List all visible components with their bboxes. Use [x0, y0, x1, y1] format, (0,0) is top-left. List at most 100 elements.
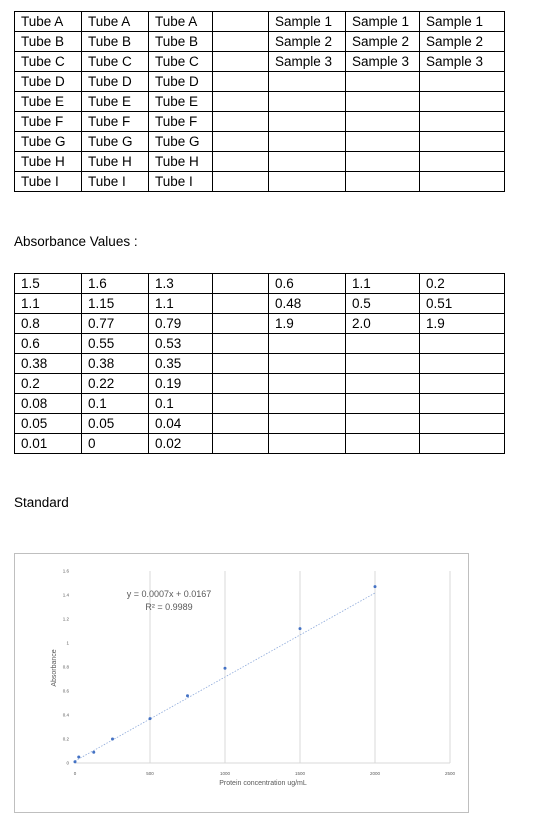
table-cell [268, 413, 346, 434]
data-point [373, 585, 377, 589]
table-cell: Tube H [81, 151, 149, 172]
table-cell: Tube F [14, 111, 82, 132]
trendline-equation: y = 0.0007x + 0.0167 [127, 589, 212, 599]
table-cell [345, 433, 420, 454]
tubes-row: Tube H Tube H Tube H [14, 151, 505, 172]
table-cell: 1.1 [345, 273, 420, 294]
table-cell: Tube E [81, 91, 149, 112]
table-cell [345, 333, 420, 354]
table-cell: Sample 2 [419, 31, 505, 52]
table-cell: 1.15 [81, 293, 149, 314]
table-cell [212, 151, 269, 172]
y-tick-label: 1.6 [63, 569, 70, 574]
standard-curve-chart: 0 0.2 0.4 0.6 0.8 1 1.2 1.4 1.6 0 500 1000 1500 2000… [14, 553, 469, 813]
x-tick-label: 500 [146, 771, 154, 776]
table-cell: Sample 2 [345, 31, 420, 52]
table-cell [345, 393, 420, 414]
table-cell: 0.08 [14, 393, 82, 414]
data-point [298, 627, 302, 631]
table-cell: 1.1 [14, 293, 82, 314]
table-cell: Tube C [148, 51, 213, 72]
table-cell [212, 171, 269, 192]
table-cell [268, 111, 346, 132]
table-cell [212, 273, 269, 294]
table-cell [212, 51, 269, 72]
table-cell: Tube H [14, 151, 82, 172]
table-cell: Tube H [148, 151, 213, 172]
table-cell: Tube A [148, 11, 213, 32]
x-tick-label: 2000 [370, 771, 381, 776]
absorbance-row: 0.6 0.55 0.53 [14, 333, 505, 354]
table-cell: 0.6 [14, 333, 82, 354]
table-cell [212, 71, 269, 92]
table-cell: Tube F [81, 111, 149, 132]
table-cell: 0.1 [148, 393, 213, 414]
table-cell: Sample 3 [268, 51, 346, 72]
table-cell: Sample 3 [419, 51, 505, 72]
table-cell [212, 393, 269, 414]
table-cell: Tube E [148, 91, 213, 112]
table-cell: Sample 1 [345, 11, 420, 32]
table-cell [268, 433, 346, 454]
table-cell: 0.01 [14, 433, 82, 454]
data-point [92, 750, 96, 754]
table-cell: Tube I [81, 171, 149, 192]
table-cell: 0.2 [14, 373, 82, 394]
table-cell [212, 433, 269, 454]
table-cell [345, 171, 420, 192]
standard-heading: Standard [14, 495, 69, 510]
table-cell: Tube F [148, 111, 213, 132]
table-cell: Sample 1 [268, 11, 346, 32]
y-tick-label: 0.2 [63, 737, 70, 742]
table-cell: 0.51 [419, 293, 505, 314]
x-tick-label: 1000 [220, 771, 231, 776]
data-point [223, 666, 227, 670]
table-cell: Tube B [14, 31, 82, 52]
table-cell [419, 71, 505, 92]
absorbance-row: 0.8 0.77 0.79 1.9 2.0 1.9 [14, 313, 505, 334]
table-cell [345, 71, 420, 92]
tubes-table: Tube A Tube A Tube A Sample 1 Sample 1 Sample… [14, 11, 505, 192]
table-cell: 0.48 [268, 293, 346, 314]
y-tick-label: 1.4 [63, 593, 70, 598]
tubes-row: Tube C Tube C Tube C Sample 3 Sample 3 Sample… [14, 51, 505, 72]
table-cell: 0.04 [148, 413, 213, 434]
table-cell [419, 151, 505, 172]
table-cell: Tube D [81, 71, 149, 92]
table-cell: 0 [81, 433, 149, 454]
table-cell: 0.79 [148, 313, 213, 334]
table-cell [419, 91, 505, 112]
table-cell: 1.9 [419, 313, 505, 334]
table-cell [419, 131, 505, 152]
absorbance-row: 0.2 0.22 0.19 [14, 373, 505, 394]
table-cell [212, 91, 269, 112]
table-cell [268, 91, 346, 112]
table-cell [419, 393, 505, 414]
table-cell [212, 111, 269, 132]
table-cell [419, 373, 505, 394]
tubes-row: Tube A Tube A Tube A Sample 1 Sample 1 Sample… [14, 11, 505, 32]
table-cell [212, 313, 269, 334]
absorbance-heading: Absorbance Values : [14, 234, 138, 249]
table-cell [419, 433, 505, 454]
table-cell [212, 131, 269, 152]
table-cell [268, 393, 346, 414]
r-squared-label: R² = 0.9989 [145, 602, 192, 612]
table-cell: Tube C [81, 51, 149, 72]
x-tick-label: 2500 [445, 771, 456, 776]
table-cell [345, 353, 420, 374]
table-cell: Tube G [81, 131, 149, 152]
table-cell [212, 293, 269, 314]
table-cell: Tube D [148, 71, 213, 92]
tubes-row: Tube B Tube B Tube B Sample 2 Sample 2 Sample… [14, 31, 505, 52]
table-cell: 1.5 [14, 273, 82, 294]
table-cell: Tube A [14, 11, 82, 32]
y-tick-label: 0.8 [63, 665, 70, 670]
table-cell: 0.05 [81, 413, 149, 434]
tubes-row: Tube G Tube G Tube G [14, 131, 505, 152]
x-tick-label: 1500 [295, 771, 306, 776]
table-cell: Sample 3 [345, 51, 420, 72]
table-cell [419, 413, 505, 434]
table-cell: 0.38 [81, 353, 149, 374]
table-cell: 0.6 [268, 273, 346, 294]
